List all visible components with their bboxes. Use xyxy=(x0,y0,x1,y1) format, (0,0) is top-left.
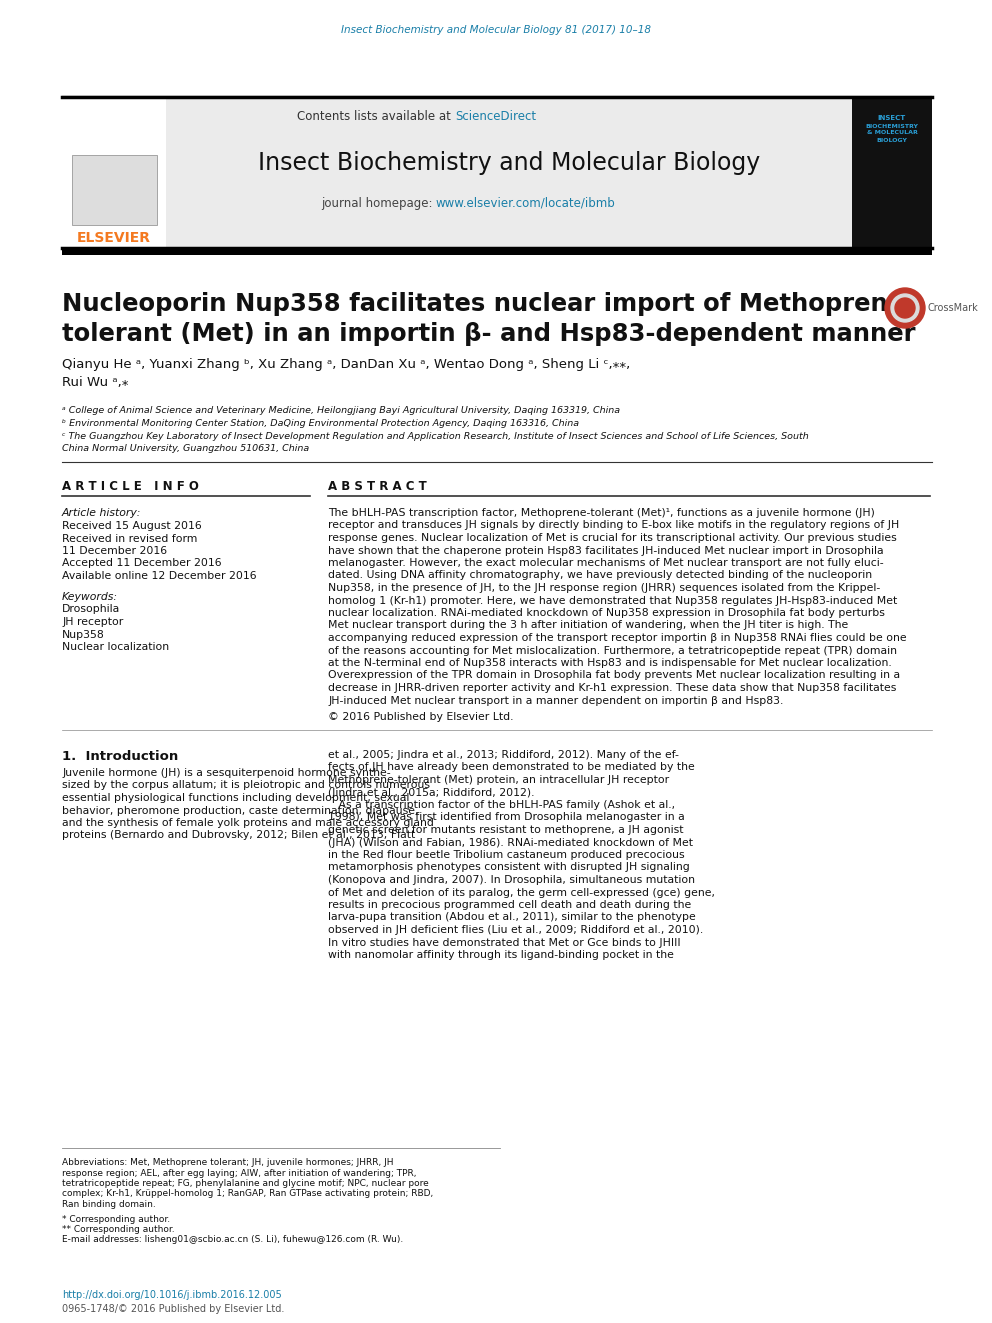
Text: Rui Wu ᵃ,⁎: Rui Wu ᵃ,⁎ xyxy=(62,376,129,389)
Text: accompanying reduced expression of the transport receptor importin β in Nup358 R: accompanying reduced expression of the t… xyxy=(328,632,907,643)
Text: © 2016 Published by Elsevier Ltd.: © 2016 Published by Elsevier Ltd. xyxy=(328,712,514,722)
Text: results in precocious programmed cell death and death during the: results in precocious programmed cell de… xyxy=(328,900,691,910)
Text: Overexpression of the TPR domain in Drosophila fat body prevents Met nuclear loc: Overexpression of the TPR domain in Dros… xyxy=(328,671,900,680)
Text: decrease in JHRR-driven reporter activity and Kr-h1 expression. These data show : decrease in JHRR-driven reporter activit… xyxy=(328,683,897,693)
Text: (Jindra et al., 2015a; Riddiford, 2012).: (Jindra et al., 2015a; Riddiford, 2012). xyxy=(328,787,535,798)
Text: tolerant (Met) in an importin β- and Hsp83-dependent manner: tolerant (Met) in an importin β- and Hsp… xyxy=(62,321,916,347)
Text: A R T I C L E   I N F O: A R T I C L E I N F O xyxy=(62,480,198,493)
Text: BIOCHEMISTRY: BIOCHEMISTRY xyxy=(865,123,919,128)
Text: * Corresponding author.: * Corresponding author. xyxy=(62,1215,170,1224)
Text: Keywords:: Keywords: xyxy=(62,591,118,602)
Text: Nup358, in the presence of JH, to the JH response region (JHRR) sequences isolat: Nup358, in the presence of JH, to the JH… xyxy=(328,583,880,593)
Text: sized by the corpus allatum; it is pleiotropic and controls numerous: sized by the corpus allatum; it is pleio… xyxy=(62,781,430,791)
Text: of the reasons accounting for Met mislocalization. Furthermore, a tetratricopept: of the reasons accounting for Met misloc… xyxy=(328,646,897,655)
Text: Contents lists available at: Contents lists available at xyxy=(298,111,455,123)
Text: melanogaster. However, the exact molecular mechanisms of Met nuclear transport a: melanogaster. However, the exact molecul… xyxy=(328,558,884,568)
Text: CrossMark: CrossMark xyxy=(928,303,979,314)
Text: at the N-terminal end of Nup358 interacts with Hsp83 and is indispensable for Me: at the N-terminal end of Nup358 interact… xyxy=(328,658,892,668)
Bar xyxy=(72,155,157,225)
Text: complex; Kr-h1, Krüppel-homolog 1; RanGAP, Ran GTPase activating protein; RBD,: complex; Kr-h1, Krüppel-homolog 1; RanGA… xyxy=(62,1189,434,1199)
Text: The bHLH-PAS transcription factor, Methoprene-tolerant (Met)¹, functions as a ju: The bHLH-PAS transcription factor, Metho… xyxy=(328,508,875,519)
Text: response region; AEL, after egg laying; AIW, after initiation of wandering; TPR,: response region; AEL, after egg laying; … xyxy=(62,1168,417,1177)
Circle shape xyxy=(895,298,915,318)
Text: China Normal University, Guangzhou 510631, China: China Normal University, Guangzhou 51063… xyxy=(62,445,310,452)
Text: essential physiological functions including development, sexual: essential physiological functions includ… xyxy=(62,792,410,803)
Bar xyxy=(62,247,932,255)
Text: http://dx.doi.org/10.1016/j.ibmb.2016.12.005: http://dx.doi.org/10.1016/j.ibmb.2016.12… xyxy=(62,1290,282,1301)
Text: journal homepage:: journal homepage: xyxy=(320,197,436,209)
Circle shape xyxy=(885,288,925,328)
Text: in the Red flour beetle Tribolium castaneum produced precocious: in the Red flour beetle Tribolium castan… xyxy=(328,849,684,860)
Text: ᵃ College of Animal Science and Veterinary Medicine, Heilongjiang Bayi Agricultu: ᵃ College of Animal Science and Veterina… xyxy=(62,406,620,415)
Text: metamorphosis phenotypes consistent with disrupted JH signaling: metamorphosis phenotypes consistent with… xyxy=(328,863,689,872)
Text: Available online 12 December 2016: Available online 12 December 2016 xyxy=(62,572,257,581)
Text: ᵇ Environmental Monitoring Center Station, DaQing Environmental Protection Agenc: ᵇ Environmental Monitoring Center Statio… xyxy=(62,419,579,429)
Text: Insect Biochemistry and Molecular Biology 81 (2017) 10–18: Insect Biochemistry and Molecular Biolog… xyxy=(341,25,651,34)
Text: In vitro studies have demonstrated that Met or Gce binds to JHIII: In vitro studies have demonstrated that … xyxy=(328,938,681,947)
Text: Drosophila: Drosophila xyxy=(62,605,120,614)
Text: response genes. Nuclear localization of Met is crucial for its transcriptional a: response genes. Nuclear localization of … xyxy=(328,533,897,542)
Text: Ran binding domain.: Ran binding domain. xyxy=(62,1200,156,1209)
Text: ** Corresponding author.: ** Corresponding author. xyxy=(62,1225,175,1234)
Text: Methoprene-tolerant (Met) protein, an intracellular JH receptor: Methoprene-tolerant (Met) protein, an in… xyxy=(328,775,670,785)
Text: Nup358: Nup358 xyxy=(62,630,105,639)
Circle shape xyxy=(891,294,919,321)
Text: JH-induced Met nuclear transport in a manner dependent on importin β and Hsp83.: JH-induced Met nuclear transport in a ma… xyxy=(328,696,784,705)
Text: with nanomolar affinity through its ligand-binding pocket in the: with nanomolar affinity through its liga… xyxy=(328,950,674,960)
Text: (JHA) (Wilson and Fabian, 1986). RNAi-mediated knockdown of Met: (JHA) (Wilson and Fabian, 1986). RNAi-me… xyxy=(328,837,693,848)
Bar xyxy=(62,98,166,247)
Text: www.elsevier.com/locate/ibmb: www.elsevier.com/locate/ibmb xyxy=(436,197,616,209)
Text: 1.  Introduction: 1. Introduction xyxy=(62,750,179,763)
Text: fects of JH have already been demonstrated to be mediated by the: fects of JH have already been demonstrat… xyxy=(328,762,694,773)
Bar xyxy=(62,95,932,247)
Text: 0965-1748/© 2016 Published by Elsevier Ltd.: 0965-1748/© 2016 Published by Elsevier L… xyxy=(62,1304,285,1314)
Text: tetratricopeptide repeat; FG, phenylalanine and glycine motif; NPC, nuclear pore: tetratricopeptide repeat; FG, phenylalan… xyxy=(62,1179,429,1188)
Bar xyxy=(852,98,932,247)
Text: As a transcription factor of the bHLH-PAS family (Ashok et al.,: As a transcription factor of the bHLH-PA… xyxy=(328,800,676,810)
Text: Nuclear localization: Nuclear localization xyxy=(62,642,169,652)
Text: of Met and deletion of its paralog, the germ cell-expressed (gce) gene,: of Met and deletion of its paralog, the … xyxy=(328,888,715,897)
Text: & MOLECULAR: & MOLECULAR xyxy=(867,131,918,135)
Text: Article history:: Article history: xyxy=(62,508,142,519)
Text: JH receptor: JH receptor xyxy=(62,617,123,627)
Text: Insect Biochemistry and Molecular Biology: Insect Biochemistry and Molecular Biolog… xyxy=(258,151,760,175)
Text: observed in JH deficient flies (Liu et al., 2009; Riddiford et al., 2010).: observed in JH deficient flies (Liu et a… xyxy=(328,925,703,935)
Text: and the synthesis of female yolk proteins and male accessory gland: and the synthesis of female yolk protein… xyxy=(62,818,434,828)
Text: Accepted 11 December 2016: Accepted 11 December 2016 xyxy=(62,558,221,569)
Text: have shown that the chaperone protein Hsp83 facilitates JH-induced Met nuclear i: have shown that the chaperone protein Hs… xyxy=(328,545,884,556)
Text: genetic screen for mutants resistant to methoprene, a JH agonist: genetic screen for mutants resistant to … xyxy=(328,826,683,835)
Text: Received in revised form: Received in revised form xyxy=(62,533,197,544)
Text: homolog 1 (Kr-h1) promoter. Here, we have demonstrated that Nup358 regulates JH-: homolog 1 (Kr-h1) promoter. Here, we hav… xyxy=(328,595,897,606)
Text: et al., 2005; Jindra et al., 2013; Riddiford, 2012). Many of the ef-: et al., 2005; Jindra et al., 2013; Riddi… xyxy=(328,750,679,759)
Text: behavior, pheromone production, caste determination, diapause,: behavior, pheromone production, caste de… xyxy=(62,806,419,815)
Text: A B S T R A C T: A B S T R A C T xyxy=(328,480,427,493)
Text: ᶜ The Guangzhou Key Laboratory of Insect Development Regulation and Application : ᶜ The Guangzhou Key Laboratory of Insect… xyxy=(62,433,808,441)
Text: 1998), Met was first identified from Drosophila melanogaster in a: 1998), Met was first identified from Dro… xyxy=(328,812,684,823)
Text: receptor and transduces JH signals by directly binding to E-box like motifs in t: receptor and transduces JH signals by di… xyxy=(328,520,900,531)
Text: larva-pupa transition (Abdou et al., 2011), similar to the phenotype: larva-pupa transition (Abdou et al., 201… xyxy=(328,913,695,922)
Text: ELSEVIER: ELSEVIER xyxy=(77,232,151,245)
Text: BIOLOGY: BIOLOGY xyxy=(877,138,908,143)
Text: (Konopova and Jindra, 2007). In Drosophila, simultaneous mutation: (Konopova and Jindra, 2007). In Drosophi… xyxy=(328,875,695,885)
Text: INSECT: INSECT xyxy=(878,115,906,120)
Text: proteins (Bernardo and Dubrovsky, 2012; Bilen et al., 2013; Flatt: proteins (Bernardo and Dubrovsky, 2012; … xyxy=(62,831,416,840)
Text: nuclear localization. RNAi-mediated knockdown of Nup358 expression in Drosophila: nuclear localization. RNAi-mediated knoc… xyxy=(328,609,885,618)
Text: Received 15 August 2016: Received 15 August 2016 xyxy=(62,521,201,531)
Text: Abbreviations: Met, Methoprene tolerant; JH, juvenile hormones; JHRR, JH: Abbreviations: Met, Methoprene tolerant;… xyxy=(62,1158,394,1167)
Text: Nucleoporin Nup358 facilitates nuclear import of Methoprene-: Nucleoporin Nup358 facilitates nuclear i… xyxy=(62,292,915,316)
Text: dated. Using DNA affinity chromatography, we have previously detected binding of: dated. Using DNA affinity chromatography… xyxy=(328,570,872,581)
Text: 11 December 2016: 11 December 2016 xyxy=(62,546,167,556)
Text: Met nuclear transport during the 3 h after initiation of wandering, when the JH : Met nuclear transport during the 3 h aft… xyxy=(328,620,848,631)
Text: E-mail addresses: lisheng01@scbio.ac.cn (S. Li), fuhewu@126.com (R. Wu).: E-mail addresses: lisheng01@scbio.ac.cn … xyxy=(62,1236,404,1245)
Text: Qianyu He ᵃ, Yuanxi Zhang ᵇ, Xu Zhang ᵃ, DanDan Xu ᵃ, Wentao Dong ᵃ, Sheng Li ᶜ,: Qianyu He ᵃ, Yuanxi Zhang ᵇ, Xu Zhang ᵃ,… xyxy=(62,359,630,370)
Text: ScienceDirect: ScienceDirect xyxy=(455,111,536,123)
Text: Juvenile hormone (JH) is a sesquiterpenoid hormone synthe-: Juvenile hormone (JH) is a sesquiterpeno… xyxy=(62,767,391,778)
